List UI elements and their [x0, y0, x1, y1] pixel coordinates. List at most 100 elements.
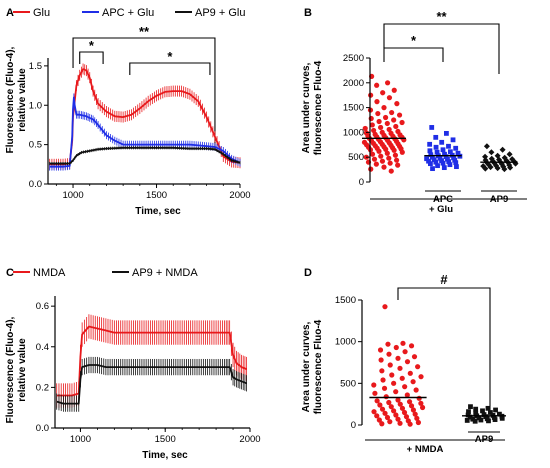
data-point [437, 155, 443, 161]
significance-marker: * [411, 33, 417, 48]
data-point [377, 402, 383, 408]
y-tick-label: 1500 [335, 295, 356, 306]
data-point [377, 347, 384, 353]
data-point [488, 149, 495, 156]
y-tick-label: 1.0 [29, 100, 42, 111]
data-point [389, 109, 395, 116]
data-point [395, 355, 401, 361]
data-point [427, 148, 433, 154]
data-point [382, 114, 389, 121]
scatter-points-d [369, 304, 506, 427]
y-axis-label-a-line1: Fluorescence (Fluo-4), [5, 46, 16, 153]
y-tick-label: 0.5 [29, 140, 42, 151]
data-point [413, 387, 419, 393]
data-point [378, 153, 384, 159]
panel-label-d: D [304, 267, 312, 279]
data-point [393, 344, 399, 351]
data-point [403, 414, 410, 420]
data-point [374, 82, 380, 88]
data-point [379, 421, 385, 427]
data-point [429, 154, 435, 160]
data-point [445, 156, 450, 162]
data-point [441, 165, 447, 171]
series-line-apc-glu [49, 96, 241, 168]
y-tick-label: 2500 [343, 53, 364, 64]
series-group-c [56, 314, 248, 412]
panel-label-b: B [304, 7, 312, 19]
data-point [373, 161, 379, 167]
data-point [378, 357, 384, 363]
data-point [386, 399, 392, 406]
data-point [393, 123, 399, 130]
data-point [393, 389, 399, 395]
y-axis-label-c-line2: relative value [17, 338, 28, 402]
data-point [416, 395, 422, 401]
data-point [379, 158, 386, 164]
significance-marker: # [440, 272, 448, 287]
data-point [397, 420, 403, 426]
group-label-glu: + Glu [429, 204, 453, 215]
data-point [480, 408, 485, 414]
data-point [369, 151, 376, 157]
data-point [383, 146, 389, 152]
data-point [440, 160, 446, 166]
y-axis-label-b-line1: Area under curves, [301, 62, 312, 153]
data-point [408, 343, 415, 349]
data-point [397, 365, 403, 371]
data-point [402, 384, 408, 390]
data-point [411, 354, 418, 360]
data-point [501, 166, 508, 173]
data-point [362, 125, 368, 132]
significance-bracket [79, 51, 104, 64]
significance-marker: ** [436, 9, 447, 24]
data-point [394, 101, 400, 107]
data-point [410, 379, 416, 385]
x-tick-label: 1500 [146, 190, 167, 201]
data-point [407, 421, 413, 427]
scatter-points-b [361, 73, 519, 174]
data-point [455, 150, 461, 156]
significance-bracket [383, 23, 500, 74]
data-point [395, 416, 401, 422]
data-point [418, 400, 424, 406]
data-point [466, 409, 471, 415]
data-point [391, 147, 397, 153]
data-point [439, 158, 444, 164]
data-point [472, 418, 478, 424]
data-point [486, 418, 491, 424]
data-point [506, 162, 513, 169]
y-tick-label: 1.5 [29, 61, 42, 72]
data-point [433, 144, 439, 150]
x-axis-label-a: Time, sec [135, 206, 181, 217]
data-point [454, 164, 459, 170]
y-tick-label: 0.6 [36, 301, 49, 312]
data-point [388, 404, 394, 410]
data-point [375, 110, 381, 117]
data-point [468, 404, 473, 410]
data-point [434, 149, 440, 155]
data-point [402, 349, 408, 355]
group-label-nmda: + NMDA [407, 444, 444, 455]
chart-d: # 0 500 1000 1500 Area under curves, fluore… [301, 272, 506, 455]
data-point [443, 154, 449, 160]
y-tick-label: 0 [359, 177, 364, 188]
data-point [387, 160, 393, 166]
data-point [371, 156, 378, 162]
axes-a: 1000 1500 2000 0.0 0.5 1.0 1.5 [29, 58, 251, 201]
data-point [428, 161, 433, 167]
data-point [395, 397, 401, 403]
data-point [391, 117, 397, 123]
data-point [433, 159, 439, 165]
legend-label-ap9-nmda: AP9 + NMDA [132, 267, 198, 279]
legend-c: NMDA AP9 + NMDA [13, 267, 198, 279]
chart-a: Glu APC + Glu AP9 + Glu **** 1000 1500 200… [5, 7, 251, 217]
data-point [380, 90, 386, 96]
data-point [430, 166, 435, 172]
data-point [386, 351, 392, 357]
significance-bracket [383, 47, 444, 62]
data-point [433, 134, 439, 140]
series-line-ap9-glu [49, 146, 241, 165]
data-point [442, 151, 447, 157]
